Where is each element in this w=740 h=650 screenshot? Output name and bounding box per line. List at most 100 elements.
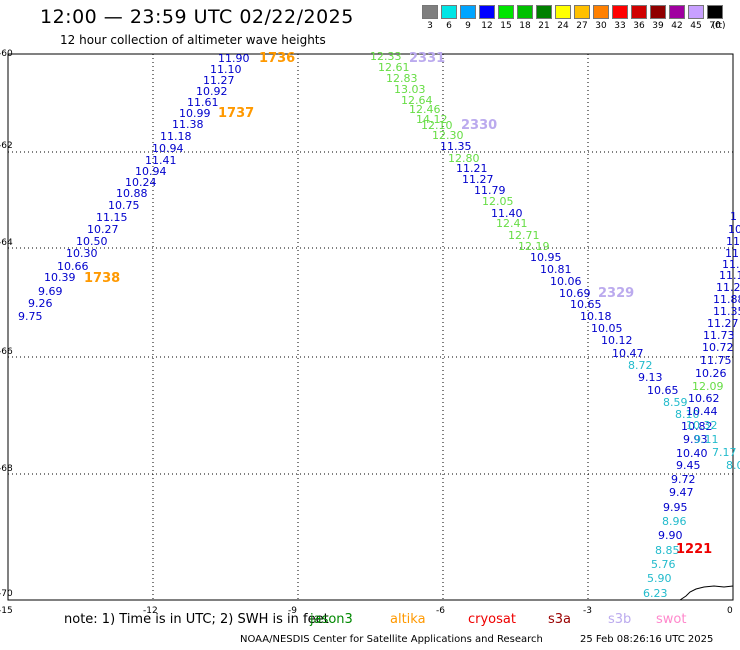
satellite-name: altika [390, 612, 426, 627]
wave-height-value: 12.33 [370, 50, 402, 63]
plot-frame [7, 53, 734, 601]
wave-height-value: 9.47 [669, 486, 694, 499]
wave-height-value: 11.21 [456, 162, 488, 175]
legend-swatch [688, 5, 704, 19]
wave-height-value: 8.59 [663, 396, 688, 409]
footer-timestamp: 25 Feb 08:26:16 UTC 2025 [580, 634, 714, 645]
wave-height-value: 10.30 [66, 247, 98, 260]
wave-height-value: 9.69 [38, 285, 63, 298]
wave-height-value: 10.40 [676, 447, 708, 460]
wave-height-value: 10.72 [702, 341, 734, 354]
wave-height-value: 10.47 [612, 347, 644, 360]
map-title: 12:00 — 23:59 UTC 02/22/2025 [40, 6, 354, 28]
wave-height-value: 11.27 [203, 74, 235, 87]
wave-height-value: 11.90 [218, 52, 250, 65]
footer-credit: NOAA/NESDIS Center for Satellite Applica… [240, 634, 543, 645]
legend-value-label: 39 [652, 21, 664, 31]
legend-value-label: 30 [595, 21, 607, 31]
wave-height-value: 10.69 [559, 287, 591, 300]
satellite-name: cryosat [468, 612, 516, 627]
wave-height-value: 9.26 [28, 297, 53, 310]
wave-height-value: 9.45 [676, 459, 701, 472]
wave-height-value: 10.24 [125, 176, 157, 189]
legend-swatch [631, 5, 647, 19]
wave-height-value: 14.12 [416, 113, 448, 126]
wave-height-value: 8.10 [675, 408, 700, 421]
wave-height-value: 8.72 [628, 359, 653, 372]
wave-height-value: 8.85 [655, 544, 680, 557]
satellite-name: swot [656, 612, 687, 627]
wave-height-value: 8.0 [726, 459, 740, 472]
legend-swatch [536, 5, 552, 19]
legend-swatch [650, 5, 666, 19]
wave-height-value: 11.61 [187, 96, 219, 109]
wave-height-value: 10.12 [601, 334, 633, 347]
wave-height-value: 11.2 [716, 281, 740, 294]
wave-height-value: 10.88 [116, 187, 148, 200]
wave-height-value: 11. [722, 258, 740, 271]
legend-swatch [593, 5, 609, 19]
pass-time-label: 1737 [218, 106, 255, 121]
wave-height-value: 11.27 [462, 173, 494, 186]
legend-value-label: 45 [690, 21, 702, 31]
wave-height-value: 10.99 [179, 107, 211, 120]
pass-time-label: 1736 [259, 51, 296, 66]
wave-height-value: 10.26 [695, 367, 727, 380]
wave-height-value: 10.75 [108, 199, 140, 212]
wave-height-value: 10.81 [540, 263, 572, 276]
legend-value-label: 27 [576, 21, 588, 31]
wave-height-value: 11 [725, 247, 739, 260]
legend-swatch [479, 5, 495, 19]
legend-value-label: 24 [557, 21, 569, 31]
wave-height-value: 9.90 [658, 529, 683, 542]
legend-value-label: 42 [671, 21, 683, 31]
longitude-label: -3 [583, 606, 592, 616]
wave-height-value: 10.50 [76, 235, 108, 248]
wave-height-value: 11.35 [440, 140, 472, 153]
wave-height-value: 12.10 [421, 119, 453, 132]
legend-value-label: 21 [538, 21, 550, 31]
wave-height-value: 12.83 [386, 72, 418, 85]
wave-height-value: 10.62 [688, 392, 720, 405]
wave-height-value: 1 [730, 210, 737, 223]
wave-height-value: 10.06 [550, 275, 582, 288]
wave-height-value: 9.13 [638, 371, 663, 384]
legend-value-label: 70 [709, 21, 721, 31]
wave-height-value: 10.66 [57, 260, 89, 273]
satellite-name: s3a [548, 612, 572, 627]
wave-height-value: 12.64 [401, 94, 433, 107]
wave-height-value: 11.40 [491, 207, 523, 220]
wave-height-value: 10.95 [530, 251, 562, 264]
satellite-name: jason3 [310, 612, 353, 627]
wave-height-value: 11.79 [474, 184, 506, 197]
wave-height-value: 12.61 [378, 61, 410, 74]
wave-height-value: 10.39 [44, 271, 76, 284]
wave-height-value: 10.65 [647, 384, 679, 397]
coastline [679, 585, 734, 601]
wave-height-value: 12.30 [432, 129, 464, 142]
wave-height-value: 9.72 [671, 473, 696, 486]
wave-height-value: 11.18 [160, 130, 192, 143]
legend-swatch [669, 5, 685, 19]
pass-time-label: 1738 [84, 271, 121, 286]
wave-height-value: 11.10 [210, 63, 242, 76]
wave-height-value: 11.41 [145, 154, 177, 167]
wave-height-value: 10.05 [591, 322, 623, 335]
wave-height-value: 11.75 [700, 354, 732, 367]
wave-height-value: 9.95 [663, 501, 688, 514]
wave-height-value: 5.90 [647, 572, 672, 585]
wave-height-value: 12.19 [518, 240, 550, 253]
wave-height-value: 12.71 [508, 229, 540, 242]
wave-height-value: 12.80 [448, 152, 480, 165]
footer-note: note: 1) Time is in UTC; 2) SWH is in fe… [64, 612, 329, 627]
wave-height-value: 9.75 [18, 310, 43, 323]
legend-swatch [498, 5, 514, 19]
wave-height-value: 10 [728, 223, 740, 236]
wave-height-value: 10.82 [681, 420, 713, 433]
wave-height-value: 10.94 [135, 165, 167, 178]
wave-height-value: 12.41 [496, 217, 528, 230]
wave-height-value: 11 [726, 235, 740, 248]
wave-height-value: 11.73 [703, 329, 735, 342]
longitude-label: -15 [0, 606, 13, 616]
